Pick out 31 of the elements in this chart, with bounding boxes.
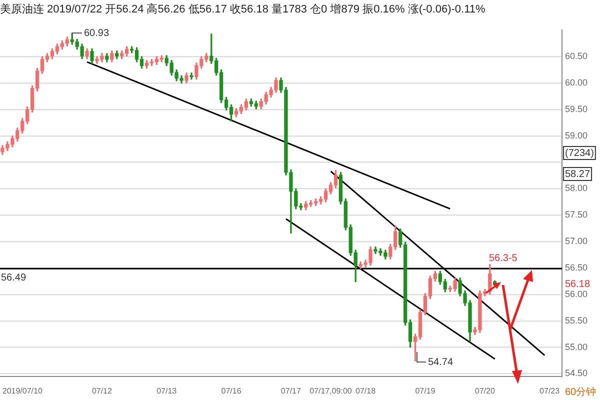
x-tick-label: 07/12 [92, 386, 113, 396]
annotation: 56.3-5 [489, 252, 518, 264]
x-tick-label: 2019/07/10 [2, 386, 43, 396]
y-tick-label: 59.00 [565, 130, 588, 140]
x-tick-label: 07/17 [280, 386, 302, 396]
text: 56.18 [565, 278, 590, 290]
x-tick-label: 07/20 [474, 386, 496, 396]
x-tick-label: 07/18 [356, 386, 376, 396]
y-tick-label: 60.50 [565, 51, 588, 62]
text: (7234) [565, 148, 594, 159]
y-tick-label: 57.00 [565, 236, 588, 246]
text: 60分钟 [565, 386, 596, 398]
y-tick-label: 58.00 [565, 183, 588, 194]
x-tick-label: 07/19 [415, 386, 436, 396]
text: 58.27 [565, 168, 590, 180]
chart-title: 美原油连 2019/07/22 开56.24 高56.26 低56.17 收56.18 量1783 仓0 增879 振0.16% 涨(-0.06)-0.11% [0, 2, 486, 16]
y-tick-label: 59.50 [565, 104, 588, 114]
ref-line-label: 56.49 [1, 272, 26, 284]
x-tick-label: 07/17,09:00 [310, 386, 352, 396]
y-tick-label: 55.00 [565, 342, 588, 352]
y-tick-label: 56.50 [565, 262, 588, 273]
annotation: 60.93 [84, 28, 110, 39]
x-tick-label: 07/16 [221, 386, 242, 396]
y-tick-label: 54.50 [565, 368, 588, 378]
x-tick-label: 07/13 [156, 386, 178, 396]
y-tick-label: 56.00 [565, 288, 588, 299]
y-tick-label: 55.50 [565, 315, 588, 326]
y-tick-label: 57.50 [565, 210, 588, 220]
y-tick-label: 60.00 [565, 78, 588, 88]
annotation: 54.74 [428, 356, 454, 368]
x-tick-label: 07/23 [540, 386, 560, 396]
